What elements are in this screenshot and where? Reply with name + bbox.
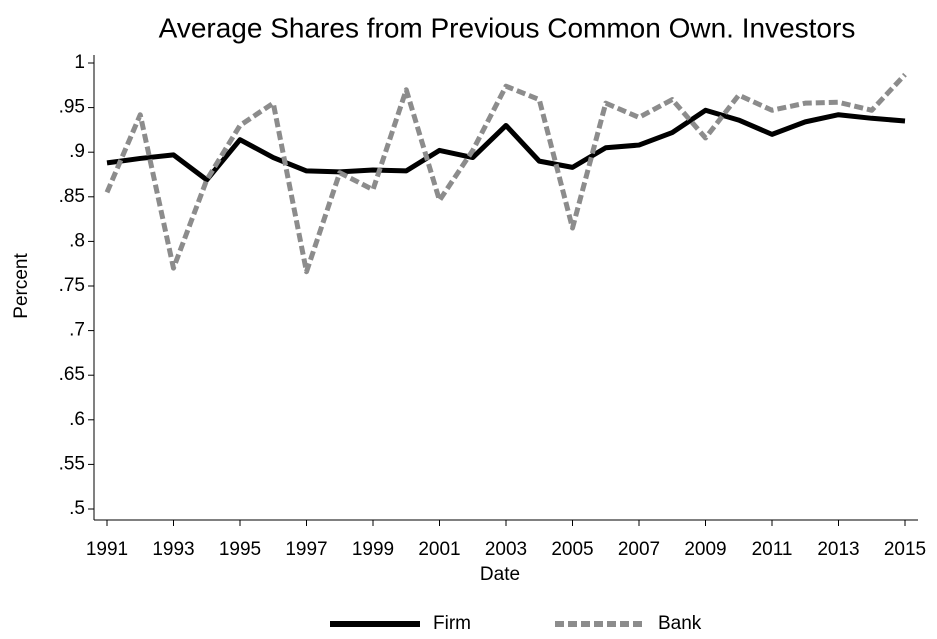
x-tick-label: 1997 <box>285 539 327 560</box>
legend-label: Bank <box>658 613 702 634</box>
x-axis-label: Date <box>480 564 520 585</box>
x-tick-label: 2001 <box>418 539 460 560</box>
y-tick-label: .85 <box>59 186 85 207</box>
y-tick-label: .9 <box>69 141 85 162</box>
x-tick-label: 2005 <box>551 539 593 560</box>
y-tick-label: .7 <box>69 320 85 341</box>
x-tick-label: 2011 <box>752 539 793 560</box>
y-tick-label: .6 <box>69 409 85 430</box>
line-series <box>106 107 906 183</box>
line-series <box>104 72 907 275</box>
y-tick-label: 1 <box>74 52 85 73</box>
y-tick-label: .8 <box>69 230 85 251</box>
y-axis-label: Percent <box>11 253 32 319</box>
x-tick-label: 2015 <box>884 539 926 560</box>
x-tick-label: 2013 <box>817 539 859 560</box>
y-tick-label: .95 <box>59 97 85 118</box>
y-tick-label: .65 <box>59 364 85 385</box>
x-tick-label: 2003 <box>485 539 527 560</box>
y-tick-label: .5 <box>69 498 85 519</box>
legend-label: Firm <box>433 613 471 634</box>
chart-title: Average Shares from Previous Common Own.… <box>159 12 856 43</box>
x-tick-label: 2009 <box>684 539 726 560</box>
x-tick-label: 1991 <box>86 539 128 560</box>
x-tick-label: 1995 <box>219 539 261 560</box>
x-tick-label: 1993 <box>152 539 194 560</box>
y-tick-label: .75 <box>59 275 85 296</box>
x-tick-label: 1999 <box>352 539 394 560</box>
y-tick-label: .55 <box>59 453 85 474</box>
x-tick-label: 2007 <box>618 539 660 560</box>
